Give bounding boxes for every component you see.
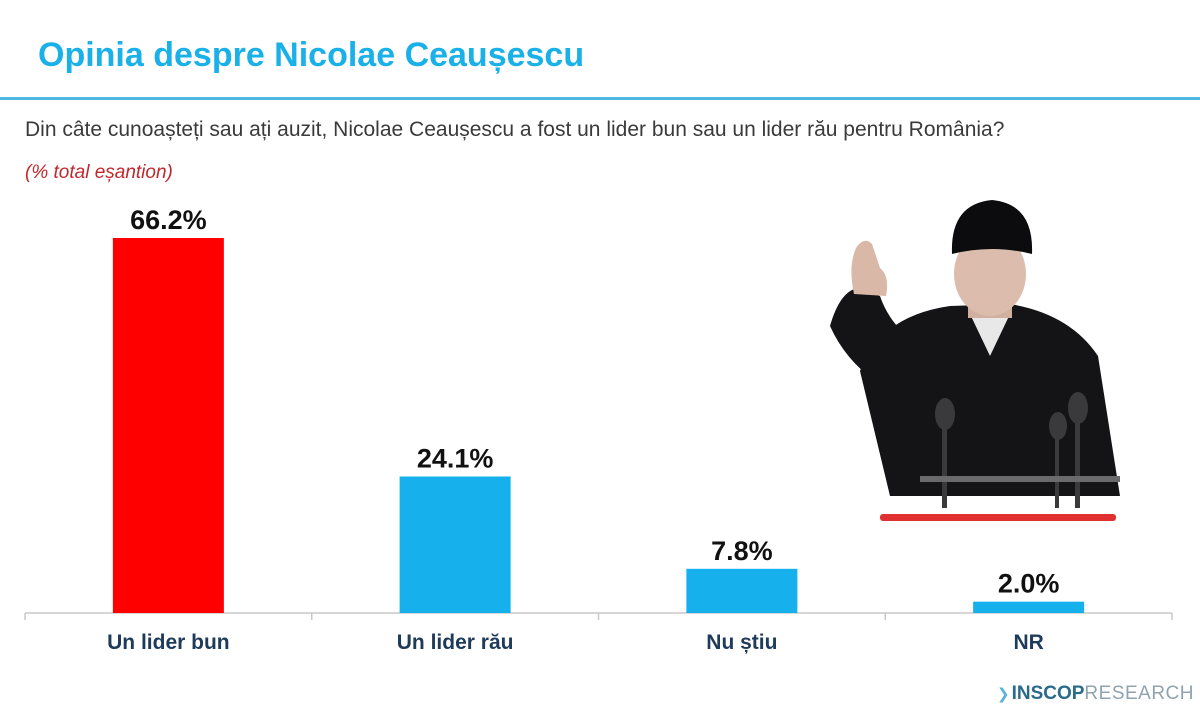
bar-0: [112, 238, 224, 613]
bar-chart: 66.2% Un lider bun 24.1% Un lider rău 7.8% Nu…: [24, 205, 1173, 654]
data-label-3: 2.0%: [998, 569, 1060, 599]
title-divider: [0, 97, 1200, 100]
dove-icon: ❯: [996, 686, 1010, 703]
category-label-3: NR: [1013, 631, 1043, 654]
data-label-0: 66.2%: [130, 205, 207, 235]
brand-logo: ❯ INSCOPRESEARCH: [996, 683, 1194, 704]
category-label-0: Un lider bun: [107, 631, 230, 654]
data-label-1: 24.1%: [417, 443, 494, 473]
category-label-2: Nu știu: [706, 631, 777, 654]
leader-photo: [830, 200, 1120, 521]
podium-stripe: [880, 514, 1116, 521]
survey-question: Din câte cunoașteți sau ați auzit, Nicol…: [25, 118, 1005, 141]
hat-shape: [951, 200, 1033, 254]
bar-2: [686, 568, 798, 613]
data-label-2: 7.8%: [711, 536, 773, 566]
bar-1: [399, 476, 511, 613]
chart-title: Opinia despre Nicolae Ceaușescu: [38, 36, 585, 74]
raised-arm-shape: [830, 288, 920, 396]
hand-shape: [851, 240, 888, 296]
category-label-1: Un lider rău: [397, 631, 514, 654]
unit-note: (% total eșantion): [25, 162, 173, 183]
bar-3: [973, 601, 1085, 613]
